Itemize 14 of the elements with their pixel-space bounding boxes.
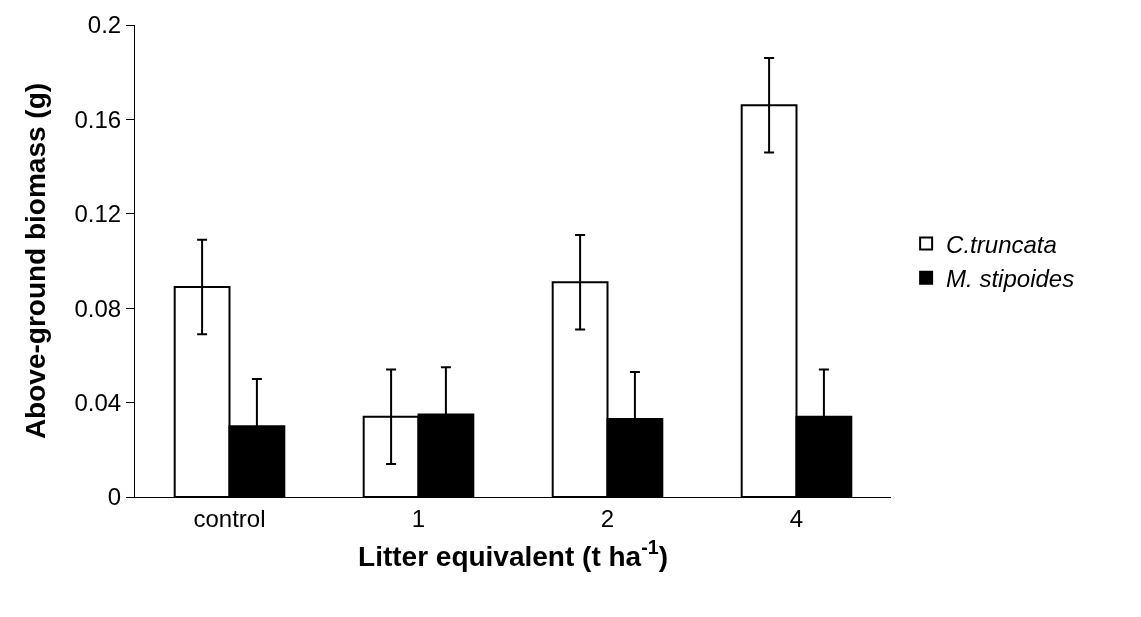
y-axis-title: Above-ground biomass (g) bbox=[20, 82, 52, 440]
y-tick-label: 0.08 bbox=[74, 294, 122, 322]
y-tick-label: 0.16 bbox=[74, 105, 122, 133]
x-tick-label: 1 bbox=[411, 504, 426, 532]
x-axis-title: Litter equivalent (t ha$^{-1}$) bbox=[358, 536, 668, 572]
legend-label: M. stipoides bbox=[946, 265, 1075, 293]
y-tick-label: 0.04 bbox=[74, 389, 122, 416]
x-tick-label: 2 bbox=[600, 504, 615, 532]
x-tick-label: control bbox=[193, 504, 266, 532]
y-tick-label: 0 bbox=[107, 483, 122, 511]
x-tick-label: 4 bbox=[789, 504, 804, 532]
legend-label: C.truncata bbox=[946, 230, 1057, 258]
y-tick-label: 0.12 bbox=[74, 200, 122, 228]
y-tick-label: 0.2 bbox=[87, 11, 122, 39]
